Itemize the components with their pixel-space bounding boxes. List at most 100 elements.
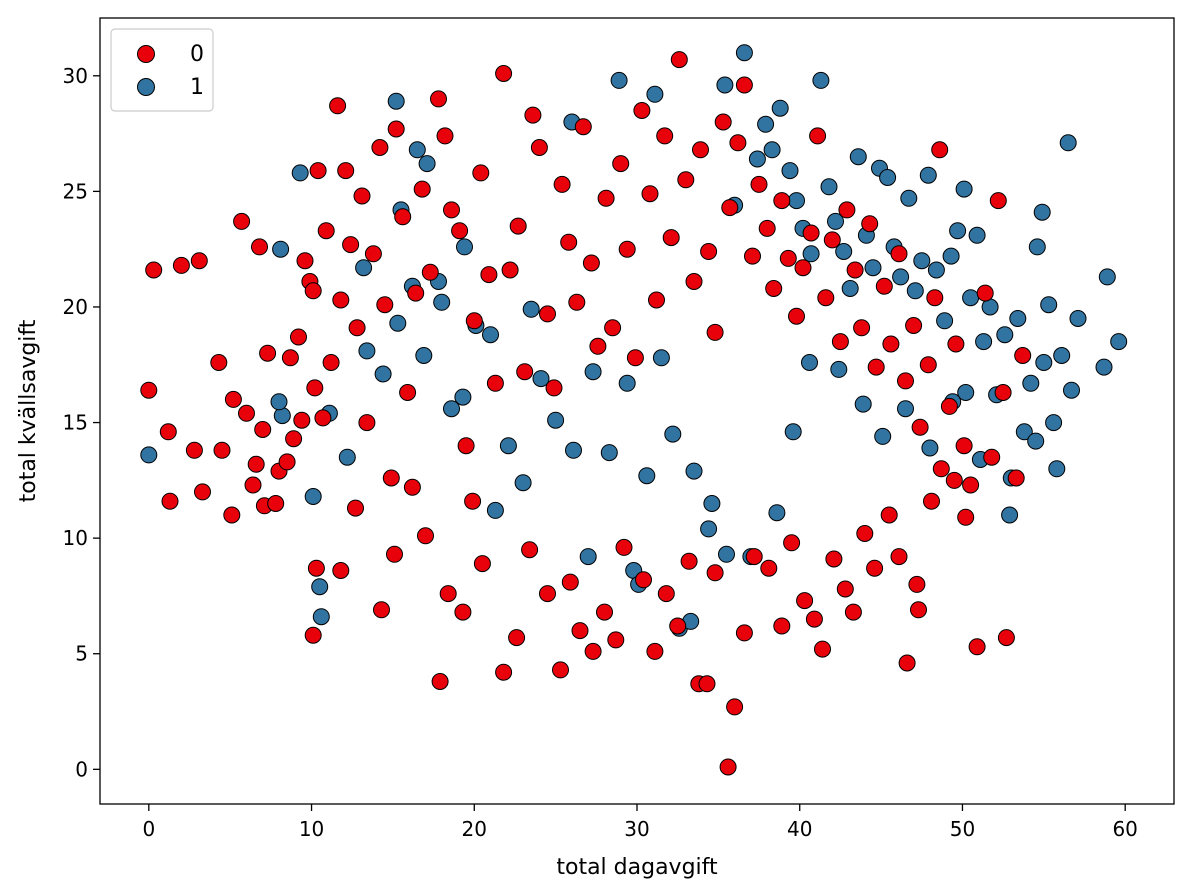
data-point [355, 259, 373, 277]
data-point [669, 617, 687, 635]
data-point [882, 335, 900, 353]
data-point [626, 349, 644, 367]
data-point [680, 552, 698, 570]
data-point [194, 483, 211, 501]
data-point [408, 141, 426, 159]
data-point [700, 520, 718, 538]
data-point [433, 293, 451, 311]
data-point [140, 381, 158, 399]
data-point [495, 65, 513, 82]
data-point [664, 425, 682, 443]
data-point [706, 323, 724, 341]
data-point [809, 127, 827, 145]
data-point [1059, 134, 1077, 152]
data-point [962, 476, 980, 494]
data-point [763, 141, 781, 159]
x-tick-label: 10 [299, 817, 324, 841]
data-point [371, 139, 389, 156]
data-point [254, 421, 272, 438]
data-point [635, 571, 652, 589]
data-point [976, 284, 994, 302]
data-point [923, 492, 940, 510]
data-point [853, 319, 871, 337]
data-point [514, 474, 532, 492]
data-point [1035, 354, 1053, 371]
data-point [399, 384, 417, 401]
data-point [456, 238, 473, 256]
data-point [830, 360, 848, 378]
legend-marker-0 [137, 45, 155, 63]
data-point [975, 333, 993, 351]
data-point [897, 372, 914, 390]
y-tick-label: 30 [63, 64, 88, 88]
data-point [836, 580, 854, 598]
data-point [539, 585, 556, 603]
data-point [735, 44, 753, 62]
legend-box [110, 28, 214, 112]
data-point [908, 575, 926, 593]
data-point [486, 374, 504, 392]
data-point [773, 617, 791, 635]
data-point [159, 423, 177, 441]
data-point [783, 534, 801, 552]
data-point [574, 118, 592, 136]
data-point [997, 629, 1015, 647]
data-point [530, 139, 548, 156]
data-point [312, 608, 330, 626]
data-point [1053, 347, 1071, 364]
data-point [831, 333, 849, 351]
data-point [584, 363, 602, 381]
data-point [748, 150, 766, 168]
data-point [431, 673, 449, 690]
data-point [854, 395, 872, 413]
data-point [947, 335, 965, 353]
data-point [597, 189, 615, 207]
data-point [472, 164, 490, 182]
data-point [565, 441, 582, 459]
data-point [579, 548, 597, 566]
data-point [744, 247, 761, 265]
data-point [568, 293, 586, 311]
data-point [387, 92, 405, 110]
data-point [880, 506, 898, 524]
data-point [571, 622, 589, 640]
data-point [353, 187, 371, 205]
data-point [773, 192, 791, 210]
data-point [890, 548, 908, 566]
x-tick-label: 30 [624, 817, 649, 841]
data-point [342, 236, 360, 254]
data-point [495, 663, 513, 681]
data-point [374, 365, 392, 383]
data-point [685, 462, 703, 480]
data-point [718, 545, 735, 563]
data-point [781, 162, 799, 180]
data-point [823, 231, 841, 249]
data-point [430, 90, 447, 108]
data-point [926, 289, 944, 307]
data-point [1063, 381, 1080, 399]
data-point [827, 212, 844, 230]
x-tick-label: 0 [142, 817, 155, 841]
data-point [387, 120, 405, 138]
data-point [251, 238, 268, 256]
data-point [145, 261, 163, 279]
data-point [223, 506, 241, 524]
data-point [838, 201, 856, 219]
data-point [439, 585, 457, 603]
data-point [314, 409, 332, 427]
data-point [547, 411, 565, 429]
data-point [698, 675, 716, 693]
data-point [1009, 310, 1027, 327]
data-point [259, 344, 277, 362]
data-point [735, 624, 753, 642]
data-point [656, 127, 674, 145]
data-point [224, 390, 242, 408]
data-point [480, 266, 498, 284]
data-point [968, 638, 986, 656]
data-point [641, 185, 659, 203]
data-point [610, 71, 628, 89]
y-axis-label: total kvällsavgift [16, 319, 41, 502]
data-point [486, 501, 504, 519]
data-point [454, 388, 472, 406]
data-point [421, 263, 439, 281]
